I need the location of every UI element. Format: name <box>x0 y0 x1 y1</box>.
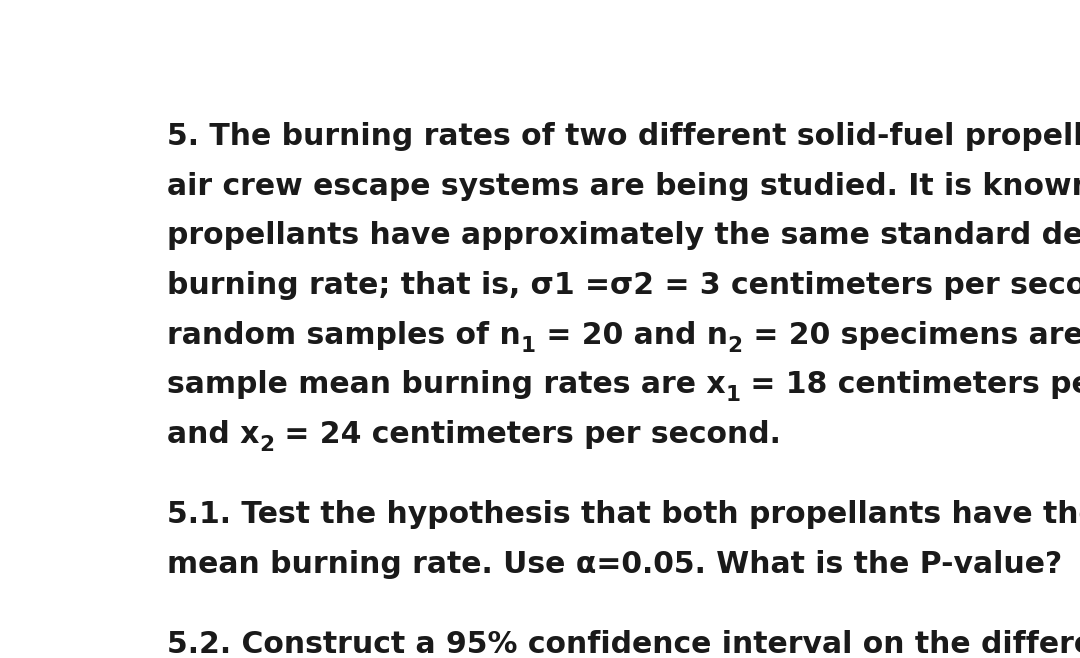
Text: burning rate; that is, σ1 =σ2 = 3 centimeters per second. Two: burning rate; that is, σ1 =σ2 = 3 centim… <box>166 271 1080 300</box>
Text: and x: and x <box>166 420 259 449</box>
Text: mean burning rate. Use α=0.05. What is the P-value?: mean burning rate. Use α=0.05. What is t… <box>166 549 1062 578</box>
Text: = 20 and n: = 20 and n <box>536 320 728 349</box>
Text: air crew escape systems are being studied. It is known that both: air crew escape systems are being studie… <box>166 172 1080 201</box>
Text: 2: 2 <box>259 435 274 455</box>
Text: sample mean burning rates are x: sample mean burning rates are x <box>166 370 726 399</box>
Text: = 24 centimeters per second.: = 24 centimeters per second. <box>274 420 781 449</box>
Text: propellants have approximately the same standard deviation of: propellants have approximately the same … <box>166 221 1080 250</box>
Text: random samples of n: random samples of n <box>166 320 521 349</box>
Text: 5. The burning rates of two different solid-fuel propellants used in: 5. The burning rates of two different so… <box>166 122 1080 151</box>
Text: 2: 2 <box>728 336 743 356</box>
Text: 5.2. Construct a 95% confidence interval on the difference in: 5.2. Construct a 95% confidence interval… <box>166 630 1080 658</box>
Text: 5.1. Test the hypothesis that both propellants have the same: 5.1. Test the hypothesis that both prope… <box>166 500 1080 529</box>
Text: = 18 centimeters per second: = 18 centimeters per second <box>741 370 1080 399</box>
Text: 1: 1 <box>521 336 536 356</box>
Text: = 20 specimens are tested; the: = 20 specimens are tested; the <box>743 320 1080 349</box>
Text: 1: 1 <box>726 386 741 405</box>
